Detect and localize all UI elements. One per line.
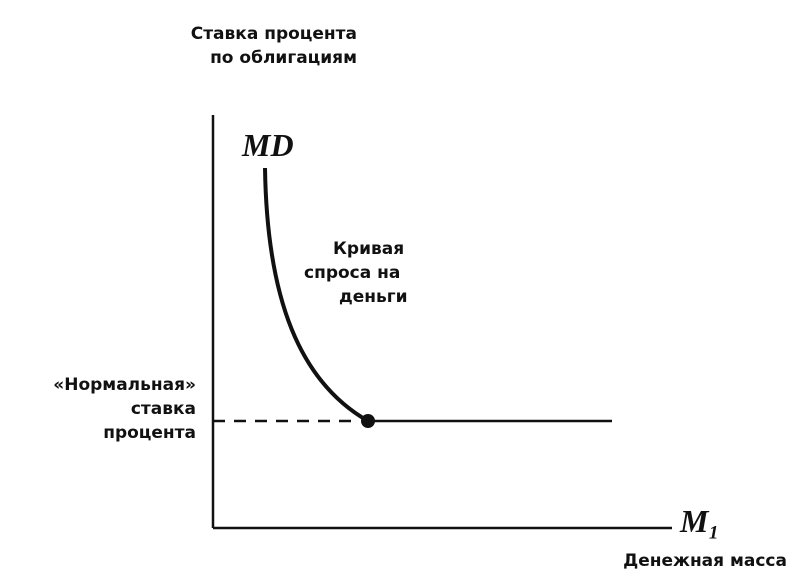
x-axis-symbol: M₁ [679, 503, 720, 539]
curve-annotation: спроса на [304, 263, 400, 283]
curve-annotation: деньги [339, 287, 408, 307]
x-axis-label: Денежная масса [623, 551, 787, 571]
level-label: ставка [131, 399, 196, 419]
demand-curve [263, 167, 369, 423]
point [361, 414, 375, 428]
y-axis-label: по облигациям [210, 48, 357, 68]
curve-annotation: Кривая [333, 239, 404, 259]
level-label: «Нормальная» [53, 375, 196, 395]
y-axis-label: Ставка процента [191, 24, 357, 44]
level-label: процента [103, 423, 196, 443]
curve-label: MD [241, 127, 294, 163]
